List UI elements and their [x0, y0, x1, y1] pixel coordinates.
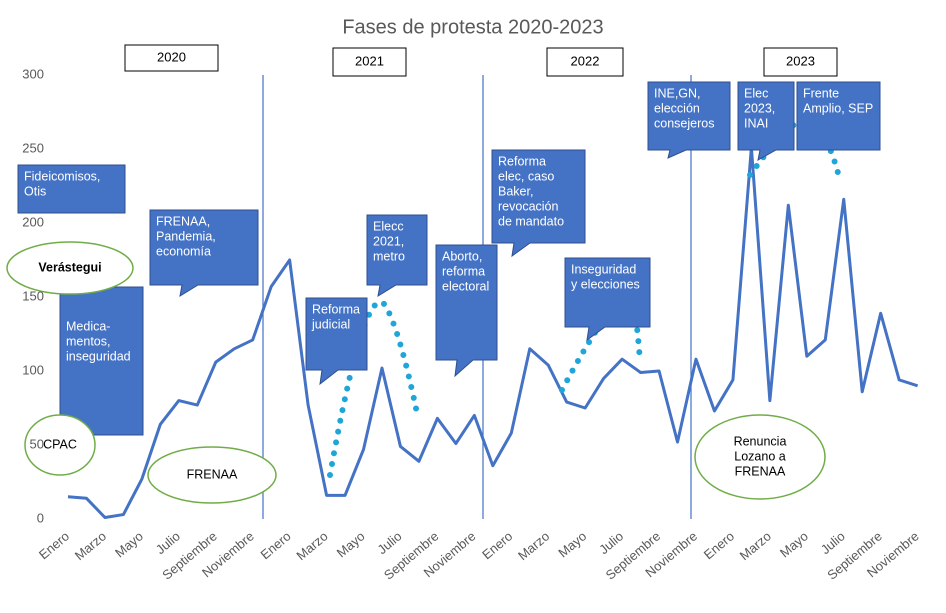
- x-tick-label: Julio: [374, 528, 404, 557]
- callout-text: Inseguridad: [571, 262, 636, 276]
- callout-box: [435, 244, 498, 378]
- year-box: [124, 44, 219, 72]
- callout-text: Baker,: [498, 184, 533, 198]
- ellipse-text: Renuncia: [734, 434, 787, 448]
- y-tick-label: 250: [22, 140, 44, 155]
- x-tick-label: Marzo: [515, 528, 552, 563]
- x-tick-label: Mayo: [555, 528, 589, 560]
- ellipse-text: FRENAA: [735, 464, 786, 478]
- callout-text: consejeros: [654, 116, 714, 130]
- chart-title: Fases de protesta 2020-2023: [342, 16, 603, 38]
- year-box: [332, 47, 407, 77]
- callout-box: [366, 214, 428, 298]
- callout-text: Reforma: [312, 302, 360, 316]
- x-tick-label: Mayo: [334, 528, 368, 560]
- callout-text: economía: [156, 244, 211, 258]
- callout-box: [305, 297, 368, 386]
- callout-text: Otis: [24, 184, 46, 198]
- x-tick-label: Marzo: [737, 528, 774, 563]
- year-box: [763, 47, 838, 77]
- year-label: 2022: [571, 53, 600, 68]
- callout-box: [491, 149, 586, 258]
- x-tick-label: Mayo: [112, 528, 146, 560]
- ellipse-label: [24, 414, 96, 476]
- callout-text: inseguridad: [66, 349, 131, 363]
- callout-box: [796, 81, 881, 151]
- callout-box: [17, 164, 126, 214]
- callout-text: mentos,: [66, 334, 110, 348]
- ellipse-text: Verástegui: [38, 260, 101, 274]
- callout-text: judicial: [311, 317, 350, 331]
- y-tick-label: 0: [37, 510, 44, 525]
- x-tick-label: Julio: [153, 528, 183, 557]
- x-tick-label: Enero: [701, 528, 737, 562]
- x-tick-label: Enero: [36, 528, 72, 562]
- callout-text: elec, caso: [498, 169, 554, 183]
- callout-box: [564, 257, 651, 342]
- callout-text: Elec: [744, 86, 768, 100]
- callout-box: [149, 209, 259, 298]
- callout-text: Elecc: [373, 219, 404, 233]
- x-tick-label: Marzo: [72, 528, 109, 563]
- callout-box: [647, 81, 731, 159]
- y-tick-label: 100: [22, 362, 44, 377]
- x-tick-label: Marzo: [293, 528, 330, 563]
- year-box: [546, 47, 624, 77]
- year-label: 2020: [157, 49, 186, 64]
- callout-text: FRENAA,: [156, 214, 210, 228]
- callout-text: revocación: [498, 199, 558, 213]
- callout-text: y elecciones: [571, 277, 640, 291]
- callout-text: 2023,: [744, 101, 775, 115]
- callout-box: [59, 286, 144, 436]
- callout-text: Pandemia,: [156, 229, 216, 243]
- y-tick-label: 200: [22, 214, 44, 229]
- callout-text: INE,GN,: [654, 86, 701, 100]
- callout-text: Reforma: [498, 154, 546, 168]
- y-tick-label: 50: [30, 436, 44, 451]
- y-tick-label: 150: [22, 288, 44, 303]
- callout-text: Aborto,: [442, 249, 482, 263]
- ellipse-label: [694, 414, 826, 500]
- x-tick-label: Enero: [479, 528, 515, 562]
- ellipse-text: Lozano a: [734, 449, 785, 463]
- x-tick-label: Enero: [258, 528, 294, 562]
- callout-text: elección: [654, 101, 700, 115]
- callout-text: Medica-: [66, 319, 110, 333]
- callout-text: Frente: [803, 86, 839, 100]
- x-tick-label: Julio: [596, 528, 626, 557]
- x-tick-label: Julio: [818, 528, 848, 557]
- callout-text: reforma: [442, 264, 485, 278]
- year-label: 2021: [355, 53, 384, 68]
- ellipse-text: CPAC: [43, 437, 77, 451]
- callout-text: INAI: [744, 116, 768, 130]
- x-tick-label: Mayo: [777, 528, 811, 560]
- callout-text: metro: [373, 249, 405, 263]
- callout-text: electoral: [442, 279, 489, 293]
- callout-text: de mandato: [498, 214, 564, 228]
- ellipse-label: [147, 446, 277, 504]
- callout-text: 2021,: [373, 234, 404, 248]
- ellipse-text: FRENAA: [187, 467, 238, 481]
- year-label: 2023: [786, 53, 815, 68]
- callout-box: [737, 81, 795, 161]
- callout-text: Amplio, SEP: [803, 101, 873, 115]
- y-tick-label: 300: [22, 66, 44, 81]
- callout-text: Fideicomisos,: [24, 169, 100, 183]
- ellipse-label: [6, 241, 134, 295]
- data-line: [67, 146, 919, 520]
